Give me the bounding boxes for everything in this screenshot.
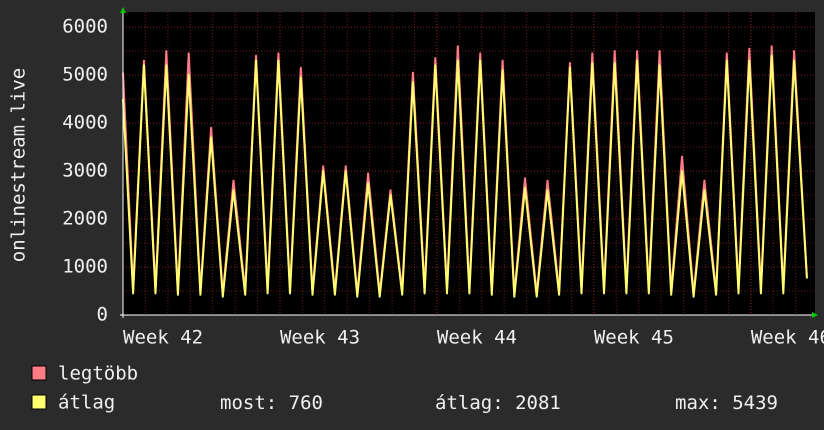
- x-tick-label: Week 45: [594, 327, 674, 349]
- y-tick-label: 3000: [62, 160, 108, 182]
- y-tick-label: 6000: [62, 16, 108, 38]
- x-tick-label: Week 42: [123, 327, 203, 349]
- stat-value: 760: [289, 392, 323, 414]
- stat: most: 760: [220, 392, 323, 414]
- axis-arrow: [812, 312, 818, 318]
- legend-swatch: [31, 394, 47, 410]
- stat-label: most:: [220, 392, 277, 414]
- stat: max: 5439: [675, 392, 778, 414]
- legend-swatch: [31, 365, 47, 381]
- stat: átlag: 2081: [435, 392, 561, 414]
- stat-value: 2081: [515, 392, 561, 414]
- series-line: [122, 54, 808, 298]
- y-tick-label: 2000: [62, 208, 108, 230]
- y-tick-label: 0: [97, 304, 108, 326]
- y-tick-label: 5000: [62, 64, 108, 86]
- y-tick-label: 4000: [62, 112, 108, 134]
- stat-label: max:: [675, 392, 721, 414]
- legend-label: legtöbb: [58, 363, 138, 385]
- x-tick-label: Week 44: [437, 327, 517, 349]
- legend-label: átlag: [58, 392, 115, 414]
- stat-value: 5439: [732, 392, 778, 414]
- stat-label: átlag:: [435, 392, 504, 414]
- x-tick-label: Week 46: [751, 327, 824, 349]
- y-axis-label: onlinestream.live: [8, 68, 30, 262]
- axis-arrow: [120, 7, 126, 13]
- y-tick-label: 1000: [62, 256, 108, 278]
- x-tick-label: Week 43: [280, 327, 360, 349]
